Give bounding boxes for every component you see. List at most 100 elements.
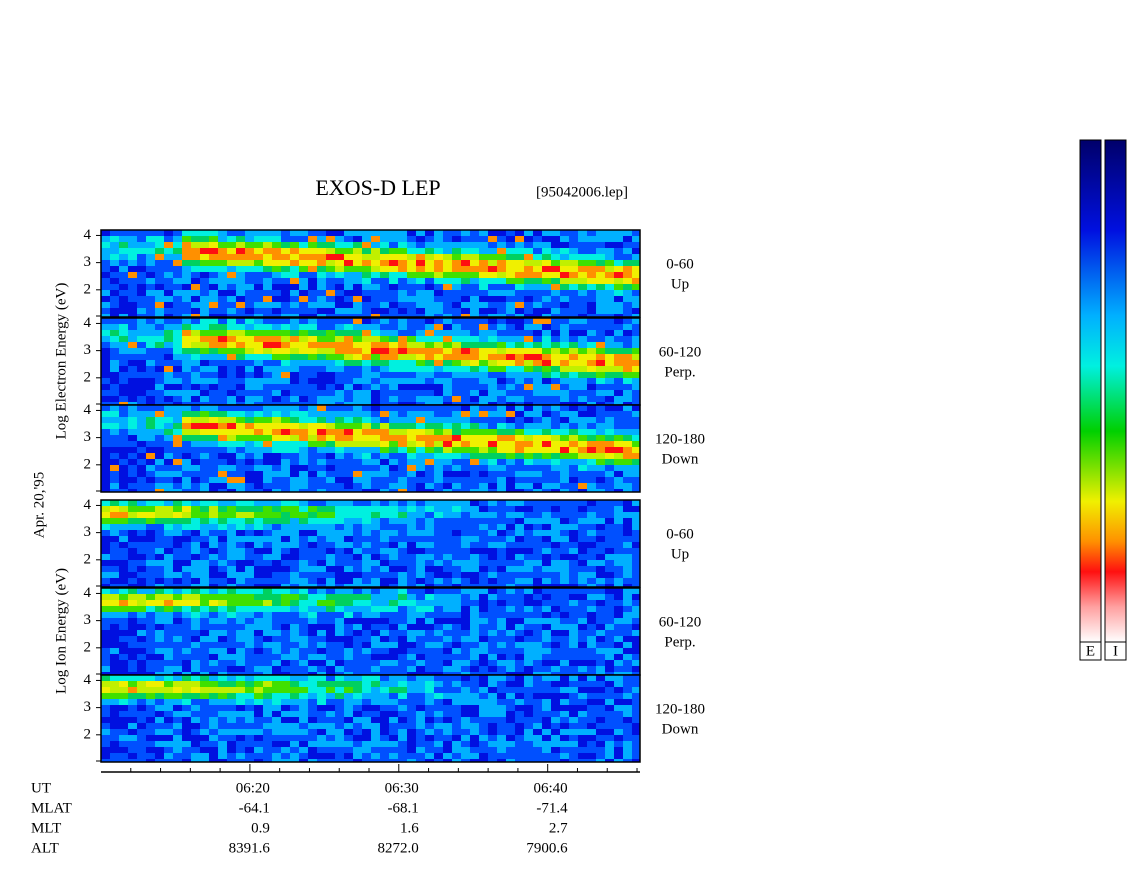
spectrogram-cell <box>344 248 353 254</box>
spectrogram-cell <box>515 483 524 489</box>
spectrogram-cell <box>434 230 443 236</box>
spectrogram-cell <box>272 648 281 654</box>
spectrogram-cell <box>560 360 569 366</box>
spectrogram-cell <box>416 330 425 336</box>
spectrogram-cell <box>614 530 623 536</box>
spectrogram-cell <box>137 711 146 717</box>
spectrogram-cell <box>551 302 560 308</box>
spectrogram-cell <box>263 681 272 687</box>
spectrogram <box>101 405 640 492</box>
spectrogram-cell <box>506 324 515 330</box>
spectrogram-cell <box>182 372 191 378</box>
spectrogram-cell <box>218 548 227 554</box>
spectrogram-cell <box>317 384 326 390</box>
spectrogram-cell <box>542 242 551 248</box>
spectrogram-cell <box>515 296 524 302</box>
spectrogram-cell <box>164 572 173 578</box>
spectrogram-cell <box>560 536 569 542</box>
spectrogram-cell <box>245 578 254 584</box>
spectrogram-cell <box>470 260 479 266</box>
spectrogram-cell <box>209 230 218 236</box>
spectrogram-cell <box>245 572 254 578</box>
spectrogram-cell <box>173 429 182 435</box>
spectrogram-cell <box>146 636 155 642</box>
spectrogram-cell <box>137 354 146 360</box>
spectrogram-cell <box>407 278 416 284</box>
spectrogram-cell <box>326 612 335 618</box>
spectrogram-cell <box>209 336 218 342</box>
spectrogram-cell <box>353 578 362 584</box>
spectrogram-cell <box>560 512 569 518</box>
spectrogram-cell <box>470 348 479 354</box>
spectrogram-cell <box>209 411 218 417</box>
spectrogram-cell <box>371 248 380 254</box>
spectrogram-cell <box>155 336 164 342</box>
spectrogram-cell <box>416 465 425 471</box>
spectrogram-cell <box>542 284 551 290</box>
spectrogram-cell <box>344 284 353 290</box>
spectrogram-cell <box>191 506 200 512</box>
spectrogram-cell <box>605 584 614 587</box>
spectrogram-cell <box>560 459 569 465</box>
spectrogram-cell <box>551 477 560 483</box>
spectrogram-cell <box>461 296 470 302</box>
spectrogram-cell <box>362 560 371 566</box>
spectrogram-cell <box>452 636 461 642</box>
spectrogram-cell <box>443 660 452 666</box>
spectrogram-cell <box>389 278 398 284</box>
spectrogram-cell <box>236 483 245 489</box>
spectrogram-cell <box>407 477 416 483</box>
spectrogram-cell <box>119 600 128 606</box>
spectrogram-cell <box>479 390 488 396</box>
spectrogram-cell <box>317 594 326 600</box>
spectrogram-cell <box>407 512 416 518</box>
spectrogram-cell <box>479 266 488 272</box>
spectrogram-cell <box>551 318 560 324</box>
spectrogram-cell <box>479 642 488 648</box>
spectrogram-cell <box>452 594 461 600</box>
spectrogram-cell <box>110 500 119 506</box>
spectrogram-cell <box>191 405 200 411</box>
spectrogram-cell <box>182 618 191 624</box>
spectrogram-cell <box>497 459 506 465</box>
spectrogram-cell <box>218 459 227 465</box>
spectrogram-cell <box>578 342 587 348</box>
spectrogram-cell <box>326 402 335 405</box>
spectrogram-cell <box>101 654 110 660</box>
spectrogram-cell <box>335 759 344 762</box>
spectrogram-cell <box>281 248 290 254</box>
spectrogram-cell <box>380 390 389 396</box>
panel-direction: Down <box>662 451 699 467</box>
spectrogram-cell <box>182 666 191 672</box>
spectrogram-cell <box>443 554 452 560</box>
spectrogram-cell <box>245 483 254 489</box>
spectrogram-cell <box>632 318 640 324</box>
spectrogram-cell <box>182 384 191 390</box>
spectrogram-cell <box>146 411 155 417</box>
spectrogram-cell <box>263 747 272 753</box>
spectrogram-cell <box>110 441 119 447</box>
spectrogram-cell <box>335 336 344 342</box>
spectrogram-cell <box>605 530 614 536</box>
spectrogram-cell <box>245 560 254 566</box>
spectrogram-cell <box>362 314 371 317</box>
spectrogram-cell <box>137 518 146 524</box>
spectrogram-cell <box>191 423 200 429</box>
spectrogram-cell <box>398 447 407 453</box>
spectrogram-cell <box>470 278 479 284</box>
spectrogram-cell <box>272 560 281 566</box>
spectrogram-cell <box>587 500 596 506</box>
spectrogram-cell <box>623 518 632 524</box>
spectrogram-cell <box>137 423 146 429</box>
spectrogram-cell <box>434 477 443 483</box>
spectrogram-cell <box>245 390 254 396</box>
spectrogram-cell <box>434 506 443 512</box>
spectrogram-cell <box>128 384 137 390</box>
spectrogram-cell <box>101 672 110 675</box>
spectrogram-cell <box>110 483 119 489</box>
panel-angle: 0-60 <box>666 526 694 542</box>
spectrogram-cell <box>434 512 443 518</box>
spectrogram-cell <box>254 735 263 741</box>
spectrogram-cell <box>155 542 164 548</box>
spectrogram-cell <box>281 548 290 554</box>
